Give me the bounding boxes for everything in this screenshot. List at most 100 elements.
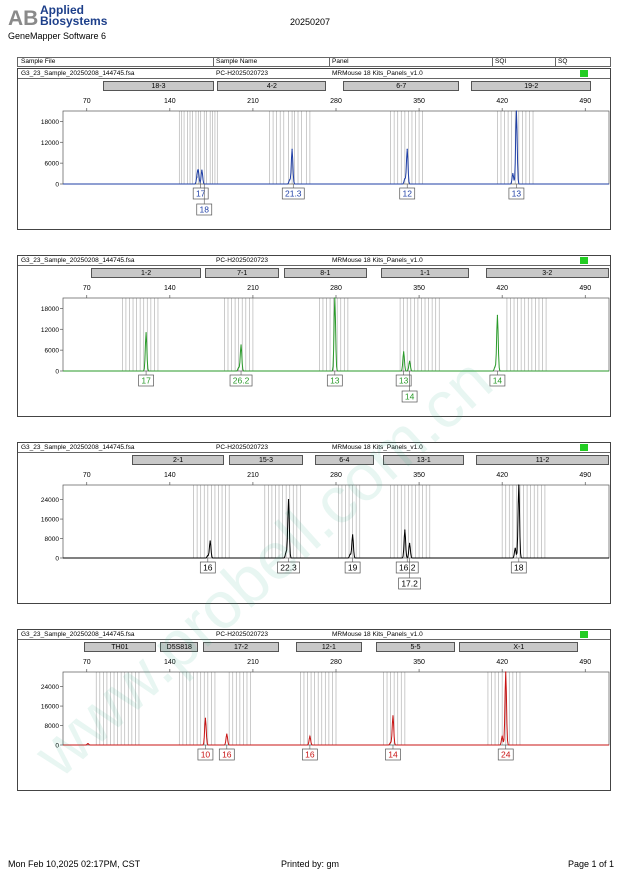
allele-box bbox=[385, 748, 401, 761]
allele-label: 17 bbox=[196, 189, 206, 199]
marker-label[interactable]: 18-3 bbox=[103, 81, 214, 91]
allele-box bbox=[218, 748, 235, 761]
allele-box bbox=[192, 187, 209, 200]
x-tick-label: 210 bbox=[247, 659, 259, 666]
peak-point bbox=[226, 733, 228, 735]
peak-point bbox=[291, 148, 293, 150]
peak-point bbox=[196, 176, 198, 178]
col-sqi[interactable]: SQI bbox=[495, 58, 507, 65]
allele-label: 13 bbox=[399, 376, 409, 386]
marker-label[interactable]: 4-2 bbox=[217, 81, 327, 91]
marker-label[interactable]: 17-2 bbox=[203, 642, 279, 652]
x-tick-label: 420 bbox=[496, 472, 508, 479]
electropherogram-plot: 70 140 210 280 350 420 490 0 6000 12000 18000 17 18 2… bbox=[41, 98, 610, 216]
marker-label[interactable]: TH01 bbox=[84, 642, 156, 652]
allele-label: 16 bbox=[305, 750, 315, 760]
y-tick-label: 12000 bbox=[41, 140, 59, 147]
peak-point bbox=[515, 110, 518, 112]
x-tick-label: 280 bbox=[330, 472, 342, 479]
printed-timestamp: Mon Feb 10,2025 02:17PM, CST bbox=[8, 859, 141, 869]
col-panel[interactable]: Panel bbox=[332, 58, 349, 65]
panel-sample-row[interactable]: G3_23_Sample_20250208_144745.fsa PC-H2025… bbox=[18, 443, 610, 453]
x-tick-label: 210 bbox=[247, 285, 259, 292]
y-tick-label: 0 bbox=[55, 556, 59, 563]
sample-file: G3_23_Sample_20250208_144745.fsa bbox=[21, 631, 135, 638]
panel-sample-row[interactable]: G3_23_Sample_20250208_144745.fsa PC-H2025… bbox=[18, 630, 610, 640]
marker-label[interactable]: 15-3 bbox=[229, 455, 303, 465]
brand-name-line2: Biosystems bbox=[40, 14, 108, 28]
peak-point bbox=[87, 742, 89, 745]
peak-point bbox=[406, 148, 408, 150]
x-tick-label: 420 bbox=[496, 98, 508, 105]
panel-name: MRMouse 18 Kits_Panels_v1.0 bbox=[332, 631, 423, 638]
allele-label: 12 bbox=[402, 189, 412, 199]
sample-file: G3_23_Sample_20250208_144745.fsa bbox=[21, 70, 135, 77]
x-tick-label: 490 bbox=[579, 98, 591, 105]
electropherogram-plot: 70 140 210 280 350 420 490 0 6000 12000 18000 17 26.… bbox=[41, 285, 610, 403]
marker-label[interactable]: 12-1 bbox=[295, 642, 363, 652]
peak-point bbox=[145, 332, 147, 334]
x-tick-label: 350 bbox=[413, 472, 425, 479]
allele-box bbox=[197, 748, 214, 761]
y-tick-label: 18000 bbox=[41, 306, 59, 313]
x-tick-label: 140 bbox=[164, 285, 176, 292]
panel-sample-row[interactable]: G3_23_Sample_20250208_144745.fsa PC-H2025… bbox=[18, 256, 610, 266]
x-tick-label: 490 bbox=[579, 472, 591, 479]
marker-label[interactable]: 6-4 bbox=[314, 455, 374, 465]
allele-label: 19 bbox=[348, 563, 358, 573]
peak-point bbox=[408, 360, 411, 362]
marker-label[interactable]: 11-2 bbox=[476, 455, 609, 465]
peak-point bbox=[204, 717, 207, 719]
marker-label[interactable]: X-1 bbox=[459, 642, 579, 652]
allele-box bbox=[489, 374, 506, 387]
peak-point bbox=[518, 484, 520, 486]
allele-box bbox=[398, 577, 421, 590]
peak-point bbox=[408, 542, 411, 544]
plot-frame bbox=[62, 110, 610, 185]
col-sq[interactable]: SQ bbox=[558, 58, 568, 65]
allele-label: 17 bbox=[141, 376, 151, 386]
panel-name: MRMouse 18 Kits_Panels_v1.0 bbox=[332, 257, 423, 264]
x-tick-label: 280 bbox=[330, 659, 342, 666]
y-tick-label: 6000 bbox=[45, 161, 60, 168]
panel-sample-row[interactable]: G3_23_Sample_20250208_144745.fsa PC-H2025… bbox=[18, 69, 610, 79]
electropherogram-panel: G3_23_Sample_20250208_144745.fsa PC-H2025… bbox=[17, 442, 611, 604]
allele-box bbox=[229, 374, 253, 387]
marker-label[interactable]: 1-2 bbox=[91, 268, 201, 278]
page-number: Page 1 of 1 bbox=[567, 859, 614, 869]
x-tick-label: 140 bbox=[164, 98, 176, 105]
marker-label[interactable]: 1-1 bbox=[381, 268, 469, 278]
sample-name: PC-H2025020723 bbox=[216, 70, 269, 77]
peak-point bbox=[240, 344, 242, 346]
marker-label[interactable]: 5-5 bbox=[376, 642, 455, 652]
x-tick-label: 70 bbox=[83, 285, 91, 292]
x-tick-label: 420 bbox=[496, 285, 508, 292]
y-tick-label: 8000 bbox=[45, 723, 60, 730]
peak-point bbox=[334, 297, 336, 299]
marker-label[interactable]: 2-1 bbox=[131, 455, 225, 465]
column-header-bar: Sample File Sample Name Panel SQI SQ bbox=[17, 57, 611, 67]
marker-label[interactable]: 7-1 bbox=[205, 268, 279, 278]
col-sample-file[interactable]: Sample File bbox=[21, 58, 56, 65]
printed-by: Printed by: gm bbox=[281, 859, 340, 869]
x-tick-label: 140 bbox=[164, 472, 176, 479]
peak-point bbox=[404, 178, 406, 180]
peak-point bbox=[514, 547, 516, 549]
signal-trace bbox=[63, 110, 609, 185]
marker-label[interactable]: 19-2 bbox=[471, 81, 592, 91]
marker-label[interactable]: 6-7 bbox=[343, 81, 460, 91]
electropherogram-plot: 70 140 210 280 350 420 490 0 8000 16000 24000 16 22.… bbox=[41, 472, 610, 590]
allele-box bbox=[302, 748, 318, 761]
allele-label: 13 bbox=[330, 376, 340, 386]
software-name: GeneMapper Software 6 bbox=[8, 31, 107, 41]
marker-label[interactable]: 13-1 bbox=[383, 455, 465, 465]
col-sample-name[interactable]: Sample Name bbox=[216, 58, 258, 65]
x-tick-label: 140 bbox=[164, 659, 176, 666]
marker-label[interactable]: D5S818 bbox=[160, 642, 199, 652]
marker-label[interactable]: 8-1 bbox=[283, 268, 367, 278]
signal-trace bbox=[63, 671, 609, 746]
signal-trace bbox=[63, 297, 609, 372]
peak-point bbox=[403, 351, 405, 353]
marker-label[interactable]: 3-2 bbox=[485, 268, 609, 278]
allele-box bbox=[138, 374, 154, 387]
